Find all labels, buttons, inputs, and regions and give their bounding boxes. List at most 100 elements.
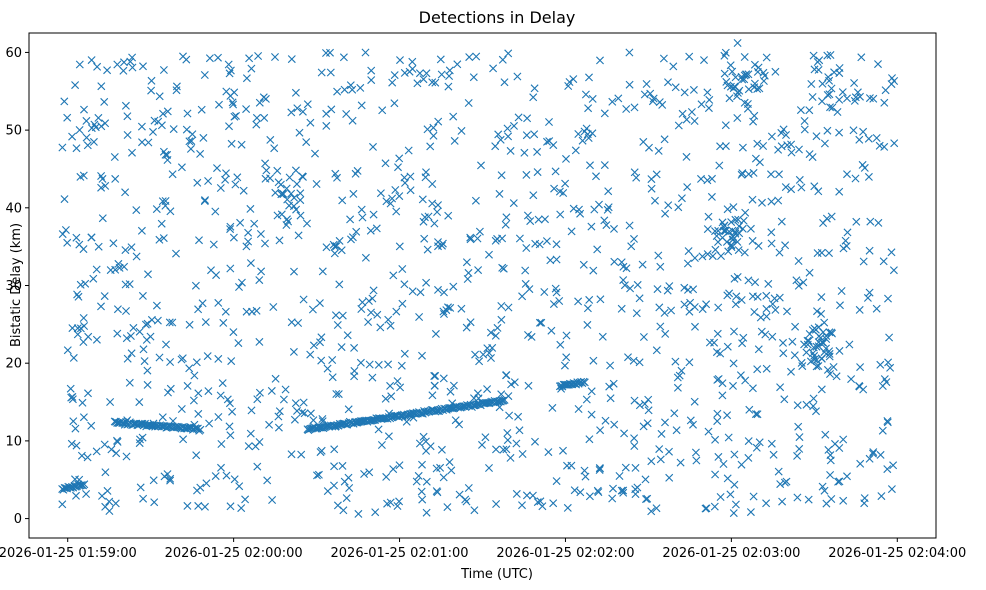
data-point-marker bbox=[728, 67, 737, 76]
data-point-marker bbox=[372, 224, 381, 233]
data-point-marker bbox=[83, 453, 92, 462]
data-point-marker bbox=[346, 215, 355, 224]
data-point-marker bbox=[183, 109, 192, 118]
data-point-marker bbox=[702, 504, 711, 513]
data-point-marker bbox=[880, 98, 889, 107]
data-point-marker bbox=[217, 463, 225, 472]
data-point-marker bbox=[677, 194, 686, 203]
data-point-marker bbox=[820, 318, 829, 327]
data-point-marker bbox=[237, 140, 246, 149]
data-point-marker bbox=[823, 51, 832, 60]
data-point-marker bbox=[682, 152, 691, 161]
data-point-marker bbox=[100, 292, 109, 301]
data-point-marker bbox=[79, 314, 88, 322]
data-point-marker bbox=[586, 161, 594, 170]
data-point-marker bbox=[656, 322, 665, 331]
data-point-marker bbox=[365, 360, 374, 369]
data-point-marker bbox=[82, 133, 91, 142]
data-point-marker bbox=[429, 123, 438, 132]
data-point-marker bbox=[185, 320, 194, 329]
data-point-marker bbox=[138, 138, 146, 147]
data-point-marker bbox=[560, 361, 569, 370]
data-point-marker bbox=[389, 271, 398, 280]
data-point-marker bbox=[593, 245, 602, 254]
data-point-marker bbox=[526, 217, 535, 226]
data-point-marker bbox=[361, 48, 370, 57]
data-point-marker bbox=[745, 405, 754, 414]
data-point-marker bbox=[809, 343, 818, 352]
data-point-marker bbox=[426, 142, 435, 151]
data-point-marker bbox=[287, 55, 296, 64]
data-point-marker bbox=[293, 104, 302, 113]
data-point-marker bbox=[113, 436, 121, 445]
data-point-marker bbox=[392, 207, 401, 216]
data-point-marker bbox=[674, 121, 683, 130]
data-point-marker bbox=[340, 85, 349, 94]
data-point-marker bbox=[491, 142, 500, 151]
data-point-marker bbox=[802, 348, 811, 357]
data-point-marker bbox=[713, 409, 722, 418]
data-point-marker bbox=[884, 358, 893, 367]
data-point-marker bbox=[358, 213, 367, 222]
data-point-marker bbox=[92, 447, 101, 456]
data-point-marker bbox=[876, 360, 885, 369]
data-point-marker bbox=[226, 264, 235, 273]
data-point-marker bbox=[332, 390, 341, 398]
data-point-marker bbox=[824, 445, 833, 454]
data-point-marker bbox=[155, 235, 164, 244]
data-point-marker bbox=[740, 98, 749, 107]
data-point-marker bbox=[200, 197, 209, 206]
data-point-marker bbox=[710, 502, 719, 511]
data-point-marker bbox=[185, 364, 194, 373]
data-point-marker bbox=[705, 95, 714, 104]
data-point-marker bbox=[444, 211, 453, 220]
data-point-marker bbox=[330, 462, 339, 471]
data-point-marker bbox=[402, 417, 411, 426]
data-point-marker bbox=[587, 387, 596, 396]
data-point-marker bbox=[194, 409, 203, 418]
data-point-marker bbox=[716, 142, 725, 151]
data-point-marker bbox=[291, 399, 300, 408]
data-point-marker bbox=[313, 471, 321, 480]
data-point-marker bbox=[630, 234, 638, 243]
data-point-marker bbox=[478, 440, 486, 449]
data-point-marker bbox=[342, 110, 351, 118]
data-point-marker bbox=[625, 48, 634, 57]
data-point-marker bbox=[450, 136, 459, 145]
data-point-marker bbox=[503, 429, 512, 437]
data-point-marker bbox=[754, 345, 763, 354]
data-point-marker bbox=[418, 351, 426, 360]
data-point-marker bbox=[498, 396, 507, 405]
data-point-marker bbox=[754, 63, 763, 72]
data-point-marker bbox=[335, 280, 344, 289]
data-point-marker bbox=[674, 203, 683, 212]
data-point-marker bbox=[820, 486, 829, 495]
data-point-marker bbox=[711, 435, 720, 444]
data-point-marker bbox=[684, 285, 692, 294]
data-point-marker bbox=[434, 285, 442, 294]
data-point-marker bbox=[303, 100, 312, 109]
data-point-marker bbox=[172, 82, 181, 91]
data-point-marker bbox=[432, 464, 441, 473]
data-point-marker bbox=[368, 416, 377, 425]
data-point-marker bbox=[678, 109, 687, 118]
data-point-marker bbox=[462, 497, 471, 506]
data-point-marker bbox=[828, 103, 837, 112]
data-point-marker bbox=[166, 476, 175, 485]
data-point-marker bbox=[100, 440, 109, 449]
x-tick-label: 2026-01-25 02:04:00 bbox=[828, 546, 966, 561]
data-point-marker bbox=[632, 173, 641, 182]
data-point-marker bbox=[294, 319, 303, 327]
data-point-marker bbox=[322, 243, 331, 252]
data-point-marker bbox=[391, 186, 400, 194]
data-point-marker bbox=[74, 292, 83, 301]
data-point-marker bbox=[183, 423, 192, 432]
data-point-marker bbox=[733, 273, 742, 281]
data-point-marker bbox=[105, 497, 114, 506]
data-point-marker bbox=[503, 124, 512, 133]
data-point-marker bbox=[781, 183, 790, 192]
data-point-marker bbox=[670, 409, 679, 418]
data-point-marker bbox=[132, 252, 141, 261]
data-point-marker bbox=[439, 473, 448, 482]
data-point-marker bbox=[639, 422, 648, 431]
